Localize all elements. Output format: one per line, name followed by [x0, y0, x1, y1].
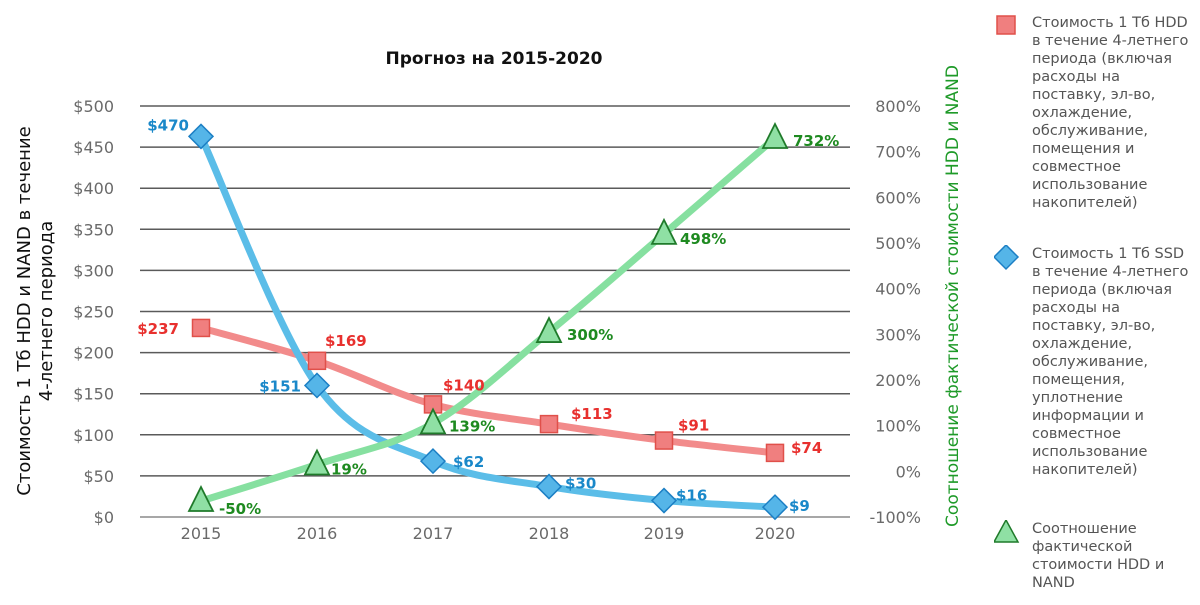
- data-label-ssd: $16: [676, 487, 707, 505]
- series-line-ssd: [197, 132, 779, 511]
- x-tick-label: 2017: [413, 524, 454, 543]
- diamond-marker-ssd[interactable]: [187, 123, 215, 150]
- data-label-ratio: 19%: [331, 460, 367, 478]
- data-label-ssd: $30: [565, 475, 596, 493]
- left-tick-label: $400: [73, 179, 114, 198]
- right-tick-label: 0%: [896, 462, 921, 481]
- series-line-hdd: [197, 324, 779, 457]
- triangle-marker-ratio[interactable]: [419, 407, 447, 435]
- right-axis-label: Соотношение фактической стоимости HDD и …: [943, 65, 963, 527]
- diamond-marker-ssd[interactable]: [761, 494, 789, 521]
- left-axis-ticks: $0 $50 $100 $150 $200 $250 $300 $350 $400 $450 $50…: [73, 97, 114, 527]
- right-tick-label: 300%: [875, 325, 921, 344]
- triangle-marker-icon: [994, 520, 1020, 543]
- chart-title: Прогноз на 2015-2020: [386, 49, 603, 69]
- data-label-hdd: $74: [791, 439, 822, 457]
- triangle-marker-ratio[interactable]: [650, 217, 678, 245]
- right-tick-label: 400%: [875, 280, 921, 299]
- left-tick-label: $50: [83, 467, 114, 486]
- square-marker-hdd[interactable]: [765, 443, 785, 463]
- right-tick-label: 800%: [875, 97, 921, 116]
- right-tick-label: 100%: [875, 417, 921, 436]
- data-label-ssd: $62: [453, 453, 484, 471]
- data-label-hdd: $140: [443, 376, 485, 394]
- series-data-labels: $237 $169 $140 $113 $91 $74 $470 $151 $62 $30 $16 $…: [137, 116, 839, 518]
- square-marker-hdd[interactable]: [654, 431, 674, 450]
- data-label-hdd: $91: [678, 417, 709, 435]
- triangle-marker-ratio[interactable]: [761, 121, 789, 149]
- right-tick-label: -100%: [869, 508, 921, 527]
- left-tick-label: $0: [94, 508, 114, 527]
- x-tick-label: 2016: [297, 524, 338, 543]
- right-tick-label: 600%: [875, 188, 921, 207]
- diamond-marker-ssd[interactable]: [535, 473, 563, 500]
- x-tick-label: 2018: [529, 524, 570, 543]
- square-marker-icon: [996, 15, 1016, 35]
- left-tick-label: $450: [73, 138, 114, 157]
- data-label-ratio: -50%: [219, 500, 261, 518]
- series-markers: [187, 121, 789, 521]
- triangle-marker-ratio[interactable]: [303, 448, 331, 476]
- legend-label-hdd: Стоимость 1 Тб HDD в течение 4-летнего п…: [1032, 15, 1189, 211]
- x-tick-label: 2015: [181, 524, 222, 543]
- diamond-marker-ssd[interactable]: [650, 487, 678, 514]
- left-tick-label: $150: [73, 385, 114, 404]
- legend-label-ratio: Соотношение фактической стоимости HDD и …: [1032, 521, 1165, 591]
- x-tick-label: 2020: [755, 524, 796, 543]
- left-tick-label: $300: [73, 261, 114, 280]
- data-label-hdd: $113: [571, 405, 613, 423]
- data-label-ssd: $470: [147, 116, 189, 134]
- left-tick-label: $500: [73, 97, 114, 116]
- data-label-hdd: $237: [137, 320, 179, 338]
- square-marker-hdd[interactable]: [307, 351, 327, 371]
- left-tick-label: $250: [73, 303, 114, 322]
- data-label-ratio: 732%: [793, 132, 839, 150]
- square-marker-hdd[interactable]: [539, 414, 559, 434]
- left-tick-label: $350: [73, 220, 114, 239]
- data-label-ratio: 300%: [567, 326, 613, 344]
- data-label-ssd: $151: [259, 377, 301, 395]
- x-tick-label: 2019: [644, 524, 685, 543]
- triangle-marker-ratio[interactable]: [187, 485, 215, 512]
- left-axis-label: Стоимость 1 Тб HDD и NAND в течение4-лет…: [14, 126, 57, 495]
- data-label-ssd: $9: [789, 497, 810, 515]
- right-tick-label: 500%: [875, 234, 921, 253]
- left-tick-label: $100: [73, 426, 114, 445]
- right-tick-label: 200%: [875, 371, 921, 390]
- diamond-marker-ssd[interactable]: [419, 448, 447, 475]
- legend-label-ssd: Стоимость 1 Тб SSD в течение 4-летнего п…: [1032, 246, 1189, 478]
- diamond-marker-ssd[interactable]: [303, 372, 331, 399]
- right-tick-label: 700%: [875, 143, 921, 162]
- left-tick-label: $200: [73, 344, 114, 363]
- data-label-ratio: 139%: [449, 417, 495, 435]
- right-axis-ticks: -100% 0% 100% 200% 300% 400% 500% 600% 700% 800%: [869, 97, 921, 527]
- series-lines: [197, 132, 779, 511]
- x-axis-ticks: 2015 2016 2017 2018 2019 2020: [181, 524, 796, 543]
- diamond-marker-icon: [994, 245, 1020, 271]
- square-marker-hdd[interactable]: [191, 318, 211, 338]
- triangle-marker-ratio[interactable]: [535, 316, 563, 343]
- data-label-hdd: $169: [325, 332, 367, 350]
- data-label-ratio: 498%: [680, 230, 726, 248]
